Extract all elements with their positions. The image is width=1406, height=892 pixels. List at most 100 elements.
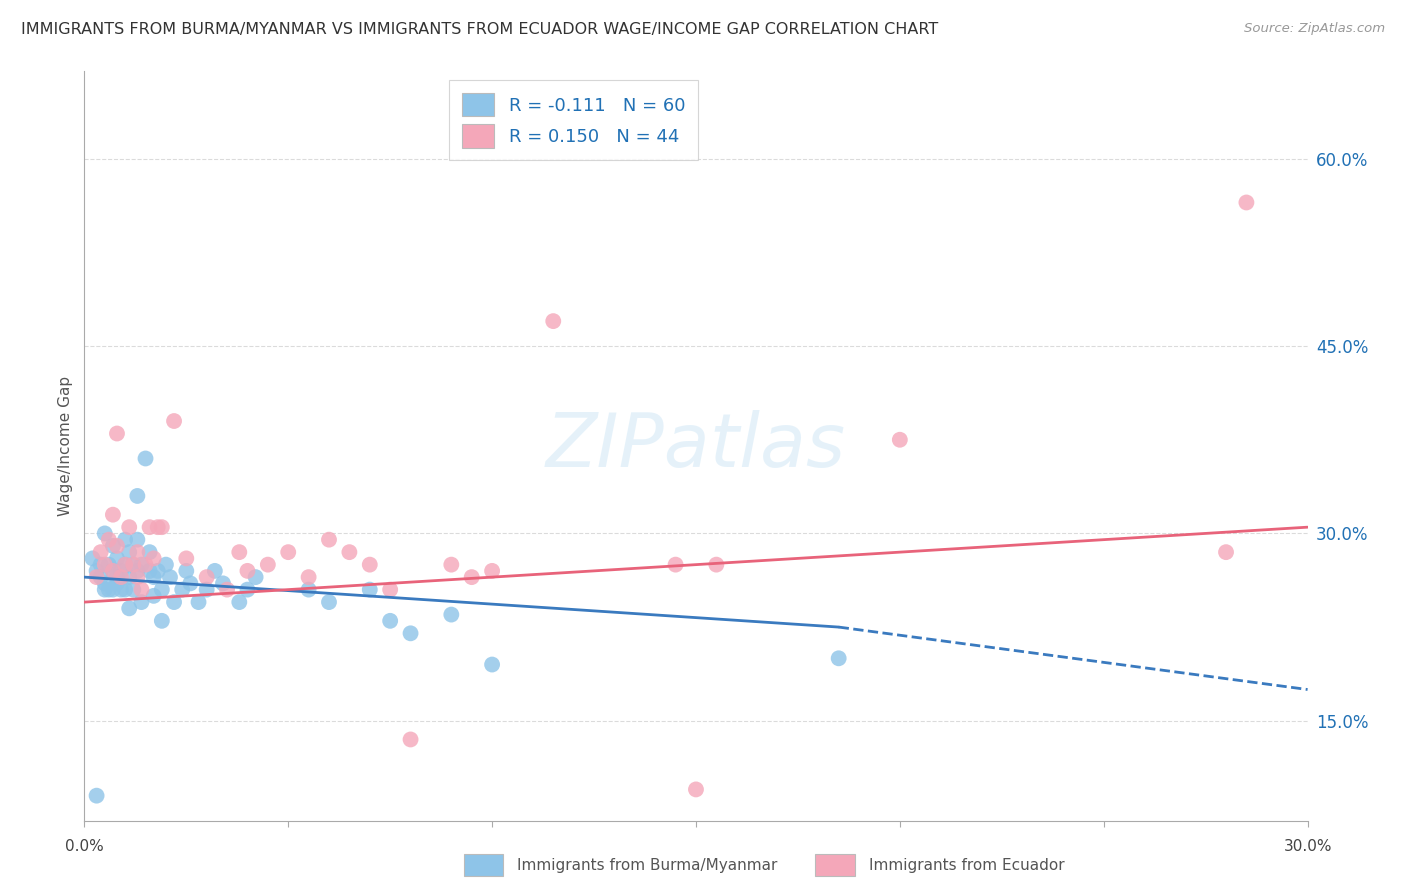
Point (127, 570, 149, 584)
Point (114, 533, 136, 547)
Point (159, 570, 181, 584)
Point (174, 564, 197, 578)
Text: ZIPatlas: ZIPatlas (546, 410, 846, 482)
Point (97, 582, 120, 597)
Point (228, 595, 250, 609)
Point (127, 489, 149, 503)
Legend: R = -0.111   N = 60, R = 0.150   N = 44: R = -0.111 N = 60, R = 0.150 N = 44 (450, 80, 697, 161)
Point (127, 533, 149, 547)
Point (318, 595, 340, 609)
Text: Immigrants from Ecuador: Immigrants from Ecuador (869, 858, 1064, 872)
Point (195, 582, 218, 597)
Point (90, 570, 112, 584)
Point (359, 558, 381, 572)
Point (277, 545, 299, 559)
Point (135, 451, 157, 466)
Point (146, 564, 169, 578)
Point (82, 551, 104, 566)
Point (110, 564, 132, 578)
Point (212, 576, 235, 591)
Point (172, 582, 194, 597)
Point (138, 545, 160, 559)
Y-axis label: Wage/Income Gap: Wage/Income Gap (58, 376, 73, 516)
Text: 0.0%: 0.0% (65, 839, 104, 855)
Point (86, 570, 108, 584)
Point (93, 576, 115, 591)
Point (298, 570, 321, 584)
Point (217, 582, 239, 597)
Point (257, 558, 280, 572)
Point (122, 582, 145, 597)
Point (706, 558, 728, 572)
Point (150, 582, 173, 597)
Point (236, 564, 259, 578)
Point (236, 582, 259, 597)
Text: Immigrants from Burma/Myanmar: Immigrants from Burma/Myanmar (517, 858, 778, 872)
Point (118, 601, 141, 615)
Point (195, 570, 218, 584)
Point (138, 564, 160, 578)
Point (122, 558, 145, 572)
Point (101, 582, 124, 597)
Point (97, 558, 120, 572)
Point (131, 558, 153, 572)
Point (543, 314, 565, 328)
Text: Source: ZipAtlas.com: Source: ZipAtlas.com (1244, 22, 1385, 36)
Point (90, 545, 112, 559)
Point (135, 558, 157, 572)
Point (179, 576, 201, 591)
Point (138, 520, 160, 534)
Point (110, 570, 132, 584)
Point (93, 526, 115, 541)
Point (97, 533, 120, 547)
Point (399, 626, 422, 640)
Point (318, 533, 340, 547)
Point (150, 520, 173, 534)
Point (380, 614, 402, 628)
Point (359, 582, 381, 597)
Point (90, 558, 112, 572)
Point (114, 558, 136, 572)
Point (105, 576, 128, 591)
Point (131, 582, 153, 597)
Point (101, 564, 124, 578)
Point (142, 589, 165, 603)
Point (685, 782, 707, 797)
Point (187, 595, 209, 609)
Point (440, 607, 463, 622)
Point (101, 539, 124, 553)
Point (204, 564, 226, 578)
Text: 30.0%: 30.0% (1284, 839, 1331, 855)
Point (86, 789, 108, 803)
Point (114, 558, 136, 572)
Point (481, 564, 503, 578)
Point (86, 564, 108, 578)
Point (131, 595, 153, 609)
Point (118, 570, 141, 584)
Point (665, 558, 688, 572)
Point (114, 582, 136, 597)
Point (481, 657, 503, 672)
Point (155, 558, 177, 572)
Point (118, 545, 141, 559)
Point (93, 582, 115, 597)
Point (101, 508, 124, 522)
Point (93, 558, 115, 572)
Point (380, 582, 402, 597)
Point (122, 558, 145, 572)
Point (1215, 545, 1237, 559)
Point (174, 551, 197, 566)
Point (150, 614, 173, 628)
Point (163, 414, 186, 428)
Point (118, 520, 141, 534)
Point (440, 558, 463, 572)
Point (146, 520, 169, 534)
Point (1236, 195, 1258, 210)
Point (245, 570, 267, 584)
Point (127, 564, 149, 578)
Point (163, 595, 186, 609)
Point (110, 582, 132, 597)
Point (105, 570, 128, 584)
Point (105, 426, 128, 441)
Point (105, 551, 128, 566)
